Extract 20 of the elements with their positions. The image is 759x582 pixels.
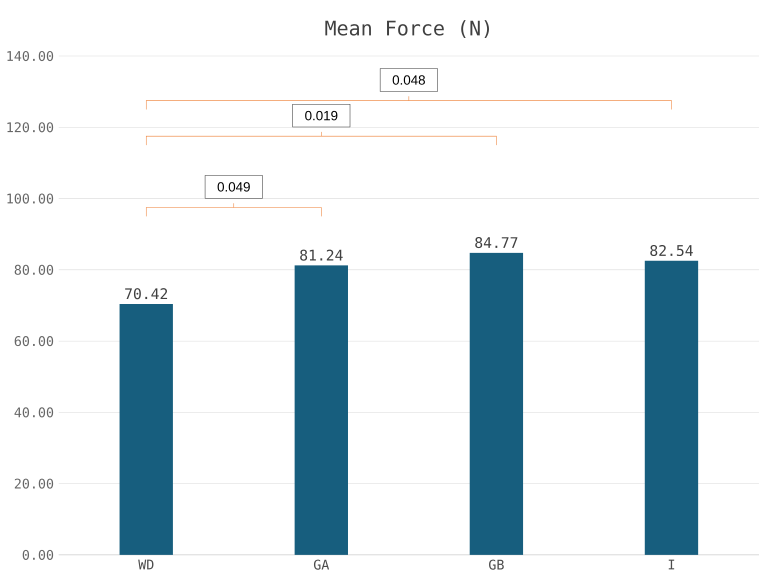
y-tick-label: 60.00 — [14, 336, 54, 346]
y-tick-label: 140.00 — [7, 51, 54, 62]
annotation: 0.019 — [305, 111, 338, 121]
y-tick-label: 20.00 — [14, 478, 54, 489]
x-tick-label: GB — [489, 560, 504, 570]
x-tick-label: I — [668, 560, 674, 570]
annotation: 0.049 — [218, 182, 250, 192]
y-tick-label: 120.00 — [7, 122, 54, 133]
x-tick-label: WD — [138, 560, 154, 570]
data-label: 82.54 — [650, 245, 693, 256]
y-tick-label: 0.00 — [22, 550, 54, 560]
y-tick-label: 100.00 — [7, 194, 54, 204]
data-label: 84.77 — [475, 237, 518, 248]
chart-title: Mean Force (N) — [325, 20, 489, 38]
y-tick-label: 40.00 — [14, 408, 54, 418]
data-label: 81.24 — [300, 250, 343, 261]
y-tick-label: 80.00 — [14, 264, 54, 276]
data-label: 70.42 — [125, 288, 168, 300]
annotation: 0.048 — [392, 75, 425, 85]
x-tick-label: GA — [314, 560, 330, 570]
